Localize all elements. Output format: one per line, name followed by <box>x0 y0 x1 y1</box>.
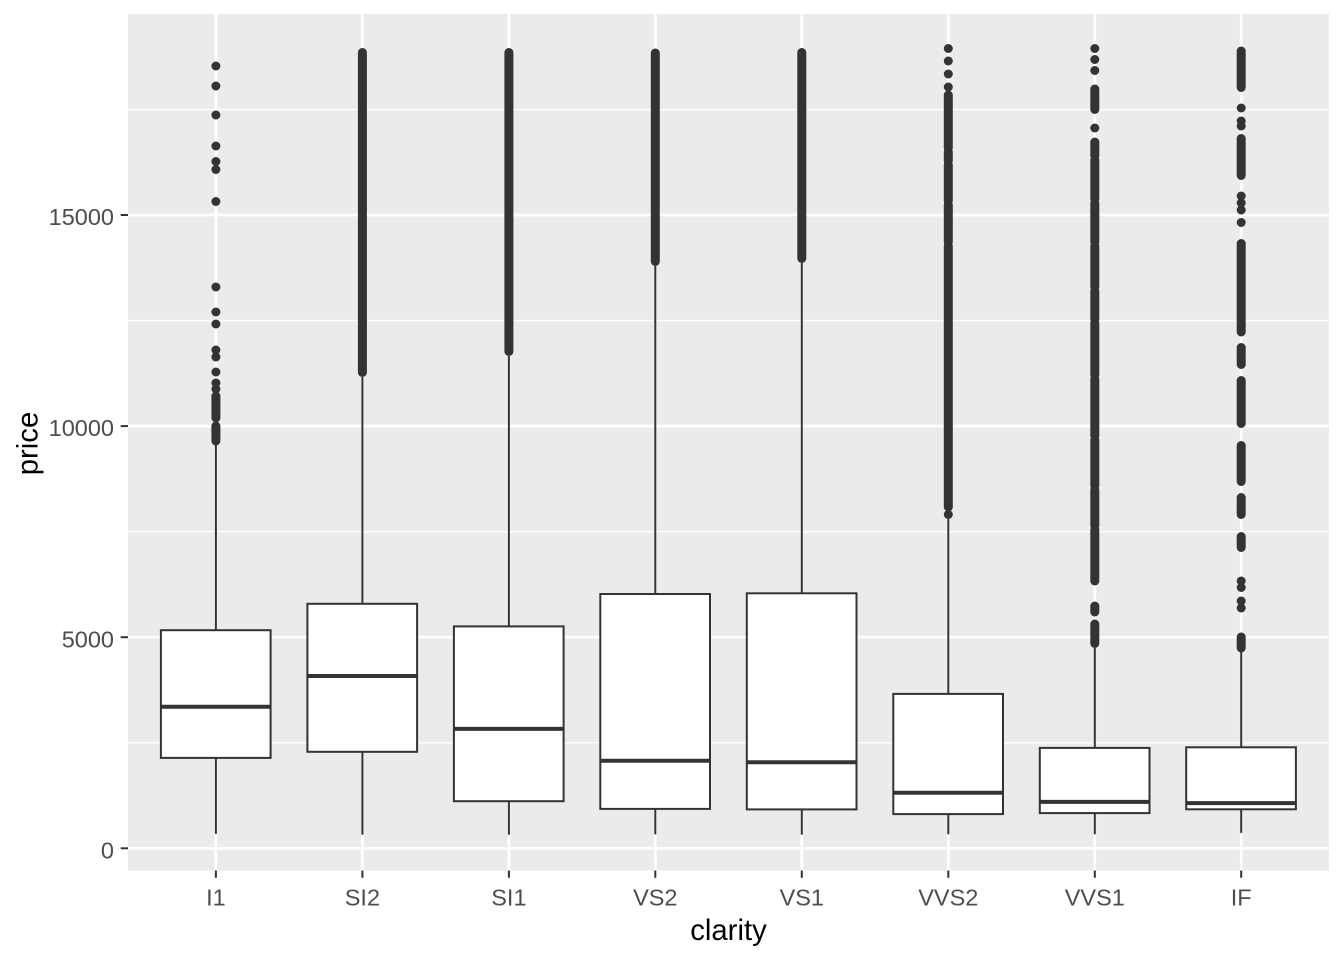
svg-text:0: 0 <box>101 837 114 863</box>
svg-text:VVS1: VVS1 <box>1065 885 1125 911</box>
svg-text:SI2: SI2 <box>345 885 380 911</box>
svg-text:clarity: clarity <box>690 914 767 947</box>
svg-text:VVS2: VVS2 <box>918 885 978 911</box>
svg-text:10000: 10000 <box>49 415 114 441</box>
svg-text:15000: 15000 <box>49 204 114 230</box>
svg-text:SI1: SI1 <box>491 885 526 911</box>
svg-text:5000: 5000 <box>62 626 114 652</box>
svg-text:VS2: VS2 <box>633 885 677 911</box>
svg-text:price: price <box>12 412 45 476</box>
svg-text:VS1: VS1 <box>780 885 824 911</box>
svg-text:IF: IF <box>1231 885 1252 911</box>
svg-text:I1: I1 <box>206 885 226 911</box>
